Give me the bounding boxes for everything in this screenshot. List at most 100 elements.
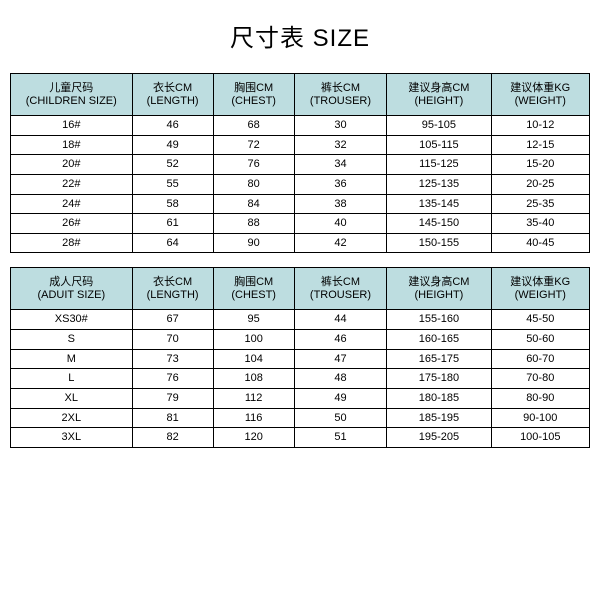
adult-size-table: 成人尺码(ADUIT SIZE) 衣长CM(LENGTH) 胸围CM(CHEST… bbox=[10, 267, 590, 447]
table-cell: 80-90 bbox=[491, 389, 589, 409]
col-header-height: 建议身高CM(HEIGHT) bbox=[387, 74, 491, 116]
table-cell: 120 bbox=[213, 428, 294, 448]
table-row: 3XL8212051195-205100-105 bbox=[11, 428, 590, 448]
table-cell: 70-80 bbox=[491, 369, 589, 389]
table-cell: 61 bbox=[132, 214, 213, 234]
page-title: 尺寸表 SIZE bbox=[10, 18, 590, 53]
table-cell: XL bbox=[11, 389, 133, 409]
table-cell: 76 bbox=[213, 155, 294, 175]
table-cell: 88 bbox=[213, 214, 294, 234]
table-cell: 52 bbox=[132, 155, 213, 175]
col-header-trouser: 裤长CM(TROUSER) bbox=[294, 268, 387, 310]
table-cell: 49 bbox=[294, 389, 387, 409]
table-cell: 150-155 bbox=[387, 233, 491, 253]
table-cell: 28# bbox=[11, 233, 133, 253]
table-row: XL7911249180-18580-90 bbox=[11, 389, 590, 409]
table-cell: 50 bbox=[294, 408, 387, 428]
size-chart-container: 尺寸表 SIZE 儿童尺码(CHILDREN SIZE) 衣长CM(LENGTH… bbox=[0, 0, 600, 458]
table-cell: 34 bbox=[294, 155, 387, 175]
table-cell: 104 bbox=[213, 349, 294, 369]
table-row: 24#588438135-14525-35 bbox=[11, 194, 590, 214]
table-cell: 73 bbox=[132, 349, 213, 369]
table-cell: 36 bbox=[294, 174, 387, 194]
table-cell: 26# bbox=[11, 214, 133, 234]
table-cell: 80 bbox=[213, 174, 294, 194]
table-cell: 30 bbox=[294, 116, 387, 136]
table-cell: 64 bbox=[132, 233, 213, 253]
table-cell: 145-150 bbox=[387, 214, 491, 234]
table-cell: 12-15 bbox=[491, 135, 589, 155]
table-row: 16#46683095-10510-12 bbox=[11, 116, 590, 136]
col-header-length: 衣长CM(LENGTH) bbox=[132, 268, 213, 310]
table-cell: 60-70 bbox=[491, 349, 589, 369]
table-cell: 112 bbox=[213, 389, 294, 409]
table-cell: 16# bbox=[11, 116, 133, 136]
table-cell: 100-105 bbox=[491, 428, 589, 448]
table-cell: 155-160 bbox=[387, 310, 491, 330]
col-header-weight: 建议体重KG(WEIGHT) bbox=[491, 268, 589, 310]
col-header-trouser: 裤长CM(TROUSER) bbox=[294, 74, 387, 116]
table-cell: 45-50 bbox=[491, 310, 589, 330]
table-row: M7310447165-17560-70 bbox=[11, 349, 590, 369]
children-table-header: 儿童尺码(CHILDREN SIZE) 衣长CM(LENGTH) 胸围CM(CH… bbox=[11, 74, 590, 116]
table-cell: 2XL bbox=[11, 408, 133, 428]
table-cell: 180-185 bbox=[387, 389, 491, 409]
table-cell: 51 bbox=[294, 428, 387, 448]
children-size-table: 儿童尺码(CHILDREN SIZE) 衣长CM(LENGTH) 胸围CM(CH… bbox=[10, 73, 590, 253]
table-row: 28#649042150-15540-45 bbox=[11, 233, 590, 253]
table-cell: 165-175 bbox=[387, 349, 491, 369]
table-cell: 32 bbox=[294, 135, 387, 155]
table-cell: 10-12 bbox=[491, 116, 589, 136]
table-cell: 40 bbox=[294, 214, 387, 234]
table-cell: 70 bbox=[132, 330, 213, 350]
table-row: 22#558036125-13520-25 bbox=[11, 174, 590, 194]
table-cell: 49 bbox=[132, 135, 213, 155]
table-cell: 84 bbox=[213, 194, 294, 214]
table-cell: 22# bbox=[11, 174, 133, 194]
table-cell: 116 bbox=[213, 408, 294, 428]
table-row: S7010046160-16550-60 bbox=[11, 330, 590, 350]
table-cell: 175-180 bbox=[387, 369, 491, 389]
col-header-chest: 胸围CM(CHEST) bbox=[213, 74, 294, 116]
col-header-size: 成人尺码(ADUIT SIZE) bbox=[11, 268, 133, 310]
table-cell: M bbox=[11, 349, 133, 369]
table-cell: 50-60 bbox=[491, 330, 589, 350]
table-spacer bbox=[10, 253, 590, 267]
adult-table-header: 成人尺码(ADUIT SIZE) 衣长CM(LENGTH) 胸围CM(CHEST… bbox=[11, 268, 590, 310]
table-cell: 95 bbox=[213, 310, 294, 330]
col-header-height: 建议身高CM(HEIGHT) bbox=[387, 268, 491, 310]
table-cell: 79 bbox=[132, 389, 213, 409]
table-cell: 115-125 bbox=[387, 155, 491, 175]
table-cell: 90-100 bbox=[491, 408, 589, 428]
table-cell: 47 bbox=[294, 349, 387, 369]
table-cell: S bbox=[11, 330, 133, 350]
table-cell: XS30# bbox=[11, 310, 133, 330]
table-cell: 195-205 bbox=[387, 428, 491, 448]
table-cell: 42 bbox=[294, 233, 387, 253]
table-cell: 185-195 bbox=[387, 408, 491, 428]
table-cell: 135-145 bbox=[387, 194, 491, 214]
col-header-length: 衣长CM(LENGTH) bbox=[132, 74, 213, 116]
table-cell: L bbox=[11, 369, 133, 389]
table-cell: 18# bbox=[11, 135, 133, 155]
table-row: L7610848175-18070-80 bbox=[11, 369, 590, 389]
col-header-chest: 胸围CM(CHEST) bbox=[213, 268, 294, 310]
table-cell: 100 bbox=[213, 330, 294, 350]
table-row: 2XL8111650185-19590-100 bbox=[11, 408, 590, 428]
table-cell: 55 bbox=[132, 174, 213, 194]
col-header-weight: 建议体重KG(WEIGHT) bbox=[491, 74, 589, 116]
table-cell: 125-135 bbox=[387, 174, 491, 194]
table-cell: 76 bbox=[132, 369, 213, 389]
table-cell: 46 bbox=[132, 116, 213, 136]
table-cell: 108 bbox=[213, 369, 294, 389]
table-cell: 48 bbox=[294, 369, 387, 389]
table-row: 20#527634115-12515-20 bbox=[11, 155, 590, 175]
table-cell: 46 bbox=[294, 330, 387, 350]
table-cell: 95-105 bbox=[387, 116, 491, 136]
table-cell: 25-35 bbox=[491, 194, 589, 214]
table-row: 26#618840145-15035-40 bbox=[11, 214, 590, 234]
table-cell: 44 bbox=[294, 310, 387, 330]
table-cell: 15-20 bbox=[491, 155, 589, 175]
table-cell: 82 bbox=[132, 428, 213, 448]
table-cell: 90 bbox=[213, 233, 294, 253]
